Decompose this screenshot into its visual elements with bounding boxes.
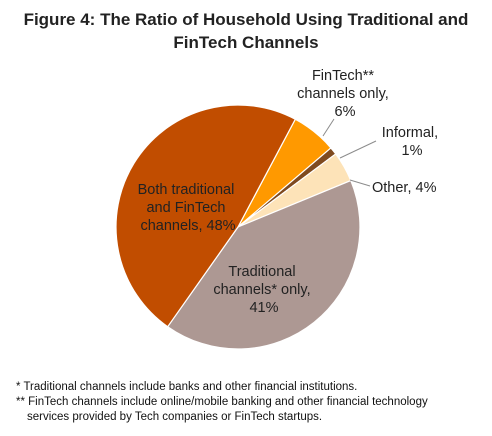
label-both-channels: Both traditional and FinTech channels, 4… bbox=[138, 182, 239, 234]
label-traditional-line-1: Traditional bbox=[228, 264, 295, 280]
label-both-line-3: channels, 48% bbox=[140, 218, 235, 234]
label-informal-line-2: 1% bbox=[402, 143, 423, 159]
slice-labels: FinTech** channels only, 6% Informal, 1%… bbox=[138, 68, 442, 316]
label-fintech-only: FinTech** channels only, 6% bbox=[297, 68, 393, 120]
label-other-line-1: Other, 4% bbox=[372, 180, 437, 196]
footnote-fintech: ** FinTech channels include online/mobil… bbox=[16, 396, 428, 408]
chart-title-line-2: FinTech Channels bbox=[173, 33, 319, 52]
leader-lines bbox=[322, 118, 377, 187]
pie-slice-traditional-only bbox=[166, 179, 361, 350]
label-both-line-1: Both traditional bbox=[138, 182, 235, 198]
label-other: Other, 4% bbox=[372, 180, 437, 196]
pie-chart: FinTech** channels only, 6% Informal, 1%… bbox=[115, 68, 442, 350]
label-traditional-only: Traditional channels* only, 41% bbox=[213, 264, 314, 316]
leader-line-informal bbox=[339, 140, 377, 159]
label-traditional-line-2: channels* only, bbox=[213, 282, 310, 298]
pie-slices bbox=[115, 104, 361, 350]
label-informal-line-1: Informal, bbox=[382, 125, 438, 141]
chart-title-line-1: Figure 4: The Ratio of Household Using T… bbox=[23, 10, 469, 29]
leader-line-fintech bbox=[322, 118, 335, 137]
footnotes: * Traditional channels include banks and… bbox=[16, 380, 486, 425]
label-both-line-2: and FinTech bbox=[146, 200, 225, 216]
label-informal: Informal, 1% bbox=[382, 125, 442, 159]
footnote-traditional: * Traditional channels include banks and… bbox=[16, 381, 358, 393]
pie-slice-both-channels bbox=[115, 104, 297, 328]
label-fintech-line-1: FinTech** bbox=[312, 68, 374, 84]
chart-title: Figure 4: The Ratio of Household Using T… bbox=[0, 8, 492, 54]
leader-line-other bbox=[349, 179, 371, 187]
label-fintech-line-3: 6% bbox=[335, 104, 356, 120]
footnote-fintech-continued: services provided by Tech companies or F… bbox=[27, 411, 323, 423]
label-traditional-line-3: 41% bbox=[249, 300, 278, 316]
label-fintech-line-2: channels only, bbox=[297, 86, 389, 102]
